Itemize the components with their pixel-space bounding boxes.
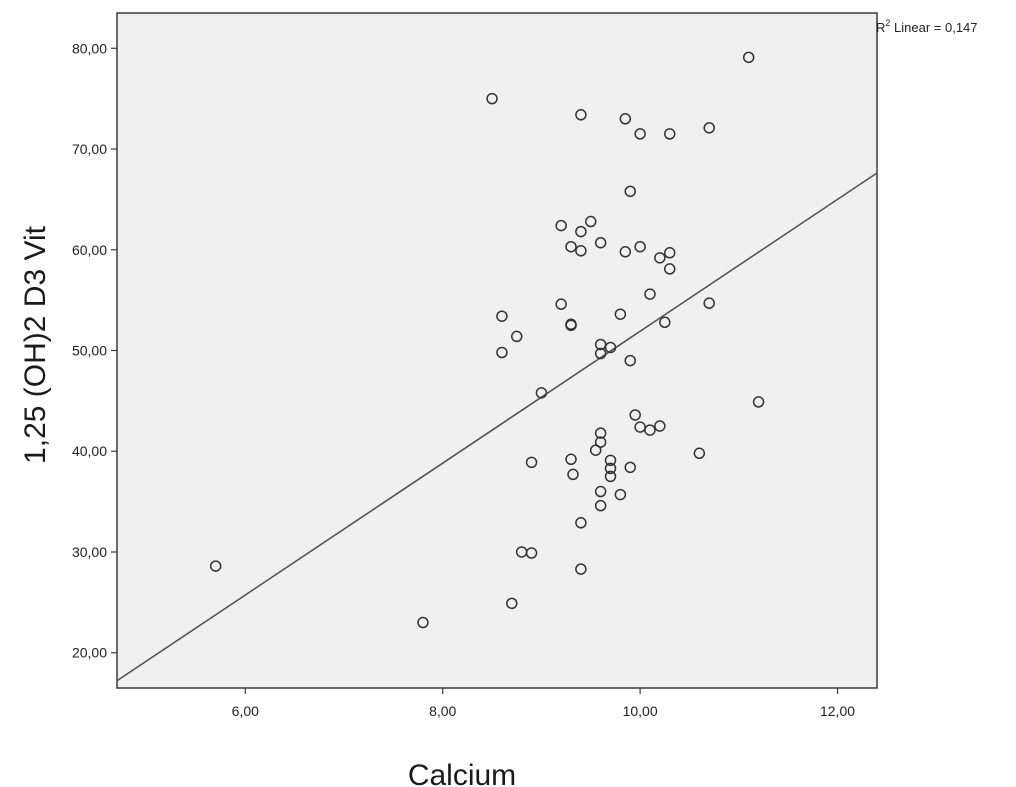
data-point bbox=[654, 420, 666, 432]
r2-prefix: R bbox=[876, 20, 885, 35]
data-point bbox=[567, 468, 579, 481]
r2-value: Linear = 0,147 bbox=[890, 20, 977, 35]
data-point bbox=[575, 225, 587, 238]
data-point bbox=[624, 354, 636, 367]
data-point bbox=[629, 409, 641, 421]
data-point bbox=[594, 485, 607, 498]
x-tick-label: 6,00 bbox=[232, 703, 259, 719]
y-tick-label: 70,00 bbox=[72, 141, 107, 157]
data-points bbox=[209, 51, 765, 629]
data-point bbox=[594, 347, 607, 360]
data-point bbox=[594, 427, 607, 439]
data-point bbox=[634, 128, 646, 140]
data-point bbox=[565, 240, 577, 253]
data-point bbox=[614, 488, 627, 501]
data-point bbox=[644, 288, 656, 300]
linear-fit-line bbox=[116, 172, 878, 682]
data-point bbox=[594, 499, 607, 512]
data-point bbox=[575, 563, 587, 575]
data-point bbox=[594, 236, 607, 249]
data-point bbox=[486, 92, 498, 105]
x-tick-label: 12,00 bbox=[820, 703, 855, 719]
x-tick-label: 10,00 bbox=[623, 703, 658, 719]
data-point bbox=[585, 215, 597, 228]
data-point bbox=[659, 316, 671, 329]
data-point bbox=[506, 597, 518, 610]
y-tick-label: 40,00 bbox=[72, 443, 107, 459]
x-tick-label: 8,00 bbox=[429, 703, 456, 719]
data-point bbox=[575, 109, 587, 121]
y-tick-label: 80,00 bbox=[72, 40, 107, 56]
data-point bbox=[555, 219, 567, 232]
data-point bbox=[619, 246, 632, 258]
y-tick-label: 20,00 bbox=[72, 645, 107, 661]
data-point bbox=[565, 453, 577, 466]
y-axis-title: 1,25 (OH)2 D3 Vit bbox=[19, 225, 52, 464]
data-point bbox=[417, 616, 429, 629]
data-point bbox=[752, 396, 765, 408]
data-point bbox=[703, 297, 715, 309]
data-point bbox=[575, 245, 587, 257]
data-point bbox=[624, 461, 636, 474]
data-point bbox=[742, 51, 755, 64]
data-point bbox=[703, 122, 715, 134]
x-axis-title: Calcium bbox=[408, 759, 516, 787]
data-point bbox=[589, 444, 602, 456]
data-point bbox=[619, 113, 632, 125]
data-point bbox=[209, 560, 222, 572]
data-point bbox=[644, 424, 656, 436]
x-axis-ticks: 6,00 8,00 10,00 12,00 bbox=[232, 688, 855, 719]
data-point bbox=[510, 330, 523, 343]
data-point bbox=[663, 247, 676, 259]
data-point bbox=[663, 128, 676, 140]
data-point bbox=[693, 447, 706, 460]
data-point bbox=[604, 462, 617, 475]
data-point bbox=[604, 454, 617, 467]
data-point bbox=[496, 346, 508, 359]
data-point bbox=[575, 517, 587, 529]
y-tick-label: 50,00 bbox=[72, 343, 107, 359]
y-tick-label: 60,00 bbox=[72, 242, 107, 258]
r2-annotation: R2 Linear = 0,147 bbox=[876, 18, 978, 35]
data-point bbox=[525, 547, 538, 559]
data-point bbox=[663, 263, 676, 275]
data-point bbox=[624, 185, 636, 198]
data-point bbox=[614, 308, 627, 320]
data-point bbox=[535, 387, 548, 399]
data-point bbox=[604, 341, 617, 354]
data-point bbox=[525, 456, 538, 469]
data-point bbox=[565, 318, 577, 331]
y-axis-ticks: 20,00 30,00 40,00 50,00 60,00 70,00 80,00 bbox=[72, 40, 117, 661]
y-tick-label: 30,00 bbox=[72, 544, 107, 560]
data-point bbox=[594, 436, 607, 448]
data-point bbox=[496, 310, 508, 322]
data-point bbox=[555, 298, 567, 310]
data-point bbox=[654, 252, 666, 264]
r2-superscript: 2 bbox=[885, 18, 890, 28]
data-point bbox=[634, 240, 646, 253]
data-point bbox=[604, 470, 617, 483]
